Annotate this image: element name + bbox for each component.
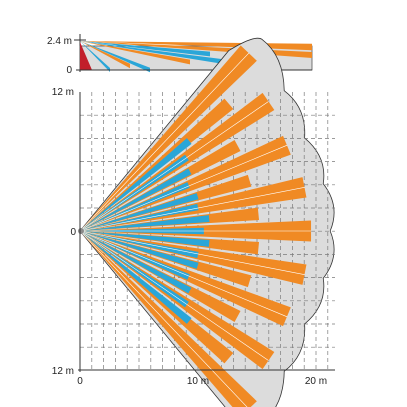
short-beam bbox=[80, 203, 199, 231]
sensor-marker bbox=[78, 228, 84, 234]
y-label-bottom: 12 m bbox=[52, 366, 74, 377]
mid-beam bbox=[80, 231, 260, 255]
short-beam bbox=[80, 231, 192, 294]
beam-highlight bbox=[79, 101, 269, 232]
short-beam bbox=[80, 231, 190, 280]
short-beam bbox=[80, 231, 199, 259]
short-beam bbox=[80, 231, 199, 269]
x-label-far: 20 m bbox=[305, 376, 327, 387]
short-beam bbox=[80, 168, 192, 231]
beam-highlight bbox=[79, 230, 288, 318]
mid-beam bbox=[80, 207, 260, 231]
mid-beam bbox=[80, 231, 252, 288]
side-sensor-shadow bbox=[80, 42, 92, 70]
long-beam bbox=[80, 231, 307, 285]
long-beam bbox=[80, 177, 307, 231]
long-beam bbox=[80, 231, 257, 407]
short-beam bbox=[80, 231, 210, 247]
side-beam bbox=[80, 41, 150, 73]
x-label-mid: 10 m bbox=[187, 376, 209, 387]
short-beam bbox=[80, 182, 190, 231]
side-beam bbox=[80, 41, 130, 69]
short-beam bbox=[80, 215, 210, 231]
side-beam bbox=[80, 41, 210, 57]
x-label-origin: 0 bbox=[77, 376, 83, 387]
side-beams bbox=[80, 41, 312, 73]
beam-highlight bbox=[79, 230, 248, 407]
y-label-middle: 0 bbox=[70, 227, 76, 238]
side-zero-label: 0 bbox=[66, 65, 72, 76]
beam-highlight bbox=[79, 230, 269, 361]
short-beam bbox=[80, 154, 189, 231]
mid-beam bbox=[80, 174, 252, 231]
top-view: 12 m 0 12 m 0 10 m 20 m bbox=[52, 37, 335, 407]
short-beam bbox=[80, 231, 192, 324]
side-beam bbox=[80, 41, 110, 72]
side-height-label: 2.4 m bbox=[47, 36, 72, 47]
detection-beams bbox=[78, 45, 312, 407]
short-beam bbox=[80, 138, 192, 231]
beam-highlight bbox=[79, 52, 250, 232]
beam-highlight bbox=[79, 230, 305, 275]
y-label-top: 12 m bbox=[52, 87, 74, 98]
beam-highlight bbox=[79, 144, 288, 232]
side-beam bbox=[80, 41, 240, 67]
beam-highlight bbox=[79, 187, 305, 232]
short-beam bbox=[80, 193, 199, 231]
side-beam bbox=[80, 41, 190, 65]
short-beam bbox=[80, 231, 189, 308]
